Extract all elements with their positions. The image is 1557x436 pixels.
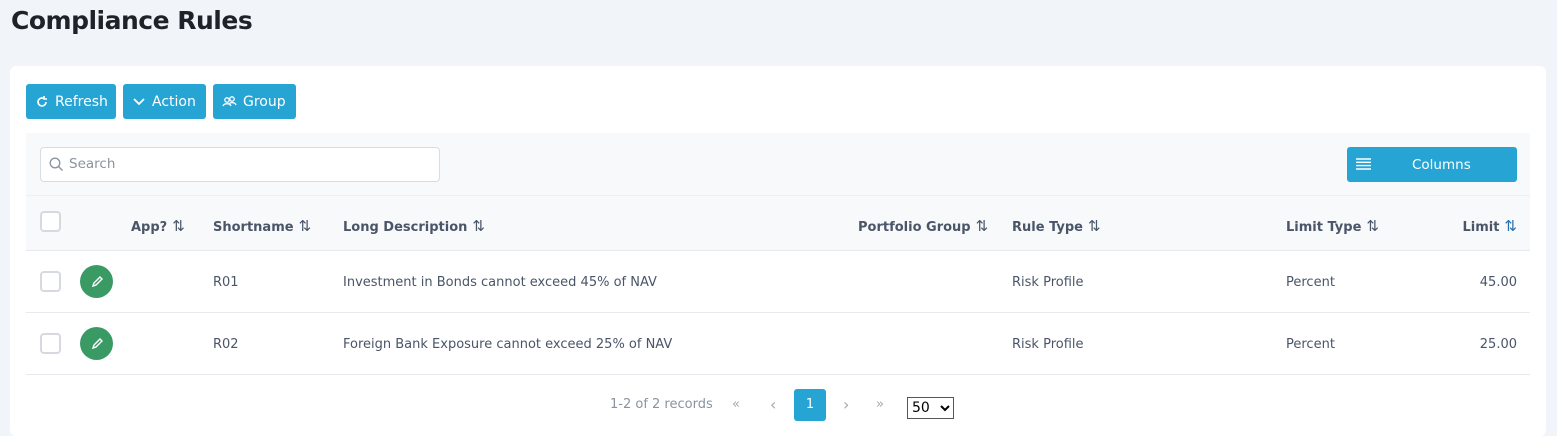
header-label: Portfolio Group (858, 220, 971, 235)
search-input[interactable] (69, 156, 429, 172)
cell-shortname: R01 (213, 275, 239, 290)
action-label: Action (152, 93, 196, 110)
chevron-down-icon (133, 97, 145, 105)
row-checkbox[interactable] (40, 333, 61, 354)
cell-limit-type: Percent (1286, 337, 1335, 352)
last-page-button[interactable]: » (876, 397, 884, 412)
header-label: Rule Type (1012, 220, 1083, 235)
users-icon (222, 95, 237, 106)
cell-limit-type: Percent (1286, 275, 1335, 290)
search-icon (49, 157, 63, 171)
cell-limit: 45.00 (1479, 275, 1517, 290)
group-label: Group (243, 93, 286, 110)
table-row: R02 Foreign Bank Exposure cannot exceed … (26, 313, 1530, 375)
page-title: Compliance Rules (11, 6, 253, 35)
header-app[interactable]: App? ⇅ (131, 217, 185, 235)
sort-icon: ⇅ (975, 217, 989, 235)
header-label: Limit Type (1286, 220, 1362, 235)
header-label: Long Description (343, 220, 468, 235)
header-label: Limit (1462, 220, 1500, 235)
cell-shortname: R02 (213, 337, 239, 352)
header-label: App? (131, 220, 168, 235)
refresh-icon (37, 95, 47, 107)
header-portfolio-group[interactable]: Portfolio Group ⇅ (858, 217, 988, 235)
page-1-button[interactable]: 1 (794, 389, 826, 421)
header-limit-type[interactable]: Limit Type ⇅ (1286, 217, 1379, 235)
refresh-label: Refresh (55, 93, 108, 110)
cell-rule-type: Risk Profile (1012, 275, 1084, 290)
sort-icon: ⇅ (1366, 217, 1379, 235)
sort-icon: ⇅ (1088, 217, 1101, 235)
cell-long-description: Investment in Bonds cannot exceed 45% of… (343, 275, 657, 290)
pencil-icon (91, 337, 103, 349)
sort-icon: ⇅ (1504, 217, 1517, 235)
cell-limit: 25.00 (1479, 337, 1517, 352)
search-box[interactable] (40, 147, 440, 182)
header-long-description[interactable]: Long Description ⇅ (343, 217, 485, 235)
action-button[interactable]: Action (123, 84, 206, 119)
refresh-button[interactable]: Refresh (26, 84, 116, 119)
row-checkbox[interactable] (40, 271, 61, 292)
cell-rule-type: Risk Profile (1012, 337, 1084, 352)
list-icon (1356, 158, 1371, 170)
next-page-button[interactable]: › (843, 395, 850, 414)
table-row: R01 Investment in Bonds cannot exceed 45… (26, 251, 1530, 313)
cell-long-description: Foreign Bank Exposure cannot exceed 25% … (343, 337, 673, 352)
page-size-select[interactable]: 50 (907, 397, 954, 419)
prev-page-button[interactable]: ‹ (770, 395, 777, 414)
header-rule-type[interactable]: Rule Type ⇅ (1012, 217, 1101, 235)
header-shortname[interactable]: Shortname ⇅ (213, 217, 311, 235)
first-page-button[interactable]: « (732, 397, 740, 412)
sort-icon: ⇅ (298, 217, 312, 235)
edit-button[interactable] (80, 327, 113, 360)
pencil-icon (91, 275, 103, 287)
sort-icon: ⇅ (172, 217, 185, 235)
group-button[interactable]: Group (213, 84, 296, 119)
table-header (26, 196, 1530, 251)
columns-button[interactable]: Columns (1347, 147, 1517, 182)
header-label: Shortname (213, 220, 294, 235)
sort-icon: ⇅ (472, 217, 485, 235)
pagination-summary: 1-2 of 2 records (610, 397, 713, 412)
header-limit[interactable]: Limit ⇅ (1462, 217, 1517, 235)
edit-button[interactable] (80, 265, 113, 298)
columns-label: Columns (1412, 157, 1471, 173)
select-all-checkbox[interactable] (40, 211, 61, 232)
